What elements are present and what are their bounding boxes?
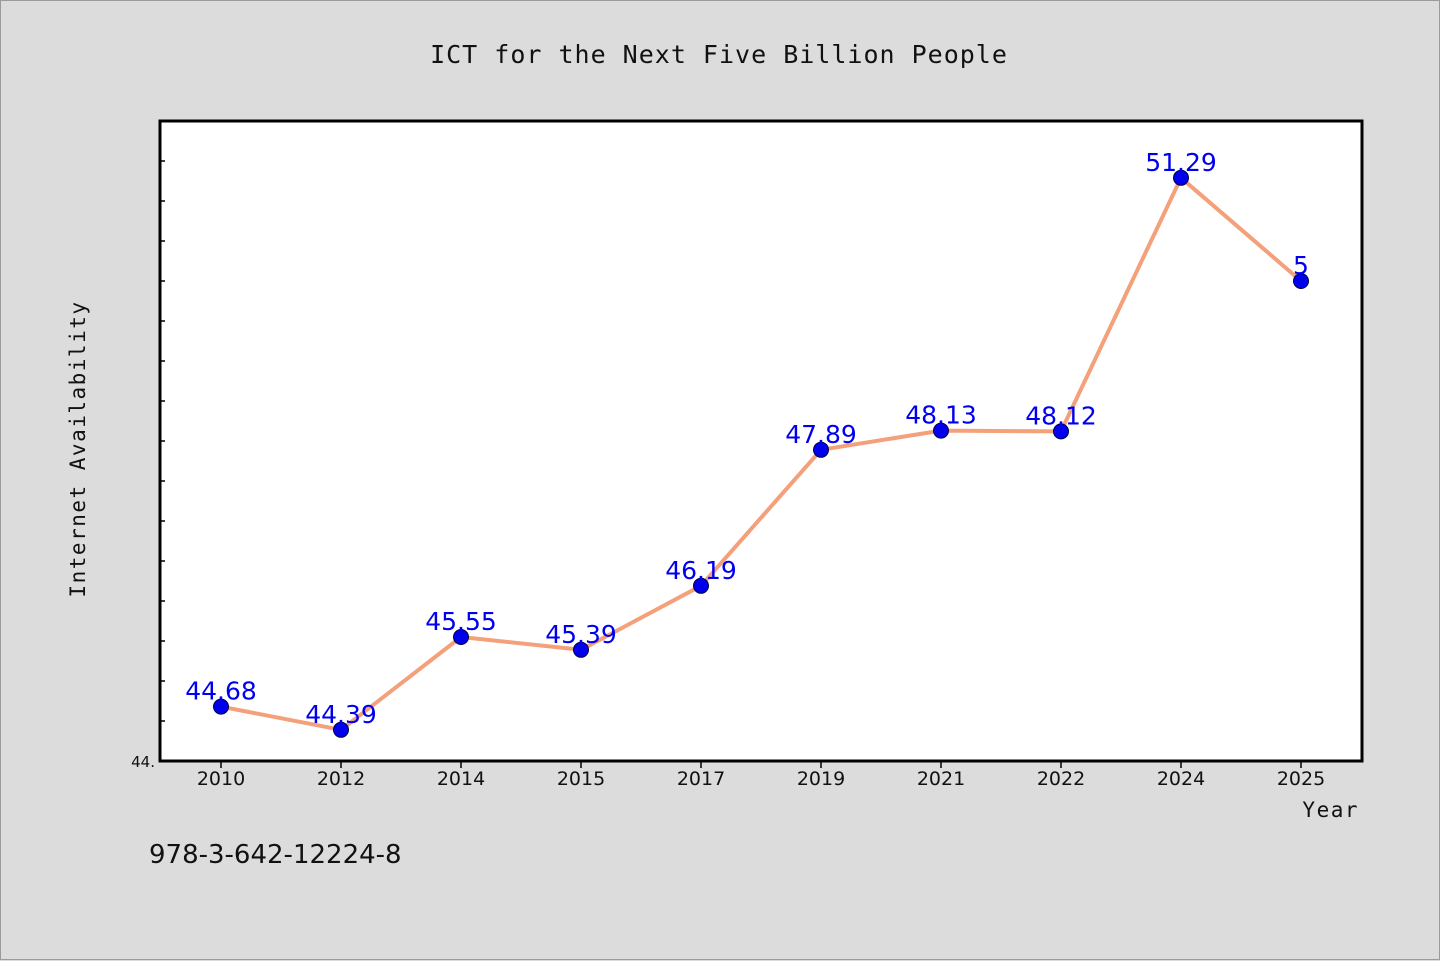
- x-tick-label: 2012: [317, 768, 365, 790]
- data-point-marker: [1293, 273, 1309, 289]
- data-point-label: 46.19: [665, 556, 737, 585]
- data-point-label: 45.55: [425, 607, 497, 636]
- data-point-marker: [213, 698, 229, 715]
- data-point-label: 44.68: [185, 677, 257, 706]
- y-axis-title: Internet Availability: [66, 300, 90, 597]
- series-markers: [213, 169, 1309, 738]
- data-point-label: 45.39: [545, 620, 617, 649]
- data-point-marker: [333, 721, 349, 738]
- x-tick-label: 2021: [917, 768, 965, 790]
- y-axis-min-label: 44.: [131, 753, 155, 771]
- x-tick-label: 2024: [1157, 768, 1205, 790]
- data-point-marker: [453, 629, 469, 645]
- x-axis-ticks: 2010 2012 2014 2015 2017 2019 2021 2022 2024 2025: [197, 761, 1325, 790]
- x-tick-label: 2022: [1037, 768, 1085, 790]
- isbn-footer: 978-3-642-12224-8: [149, 840, 402, 870]
- x-tick-label: 2014: [437, 768, 485, 790]
- data-point-label: 47.89: [785, 420, 857, 449]
- data-point-label: 51.29: [1145, 148, 1217, 177]
- data-point-marker: [1053, 423, 1069, 440]
- x-tick-label: 2010: [197, 768, 245, 790]
- data-point-marker: [573, 641, 589, 658]
- data-point-label: 5: [1293, 251, 1309, 280]
- x-tick-label: 2017: [677, 768, 725, 790]
- x-tick-label: 2015: [557, 768, 605, 790]
- y-axis-ticks: [160, 160, 165, 722]
- series-line: [220, 175, 1303, 732]
- data-labels: 44.68 44.39 45.55 45.39 46.19 47.89 48.13 48.12…: [185, 148, 1309, 729]
- x-tick-label: 2025: [1277, 768, 1325, 790]
- data-point-label: 44.39: [305, 700, 377, 729]
- x-axis-title: Year: [1302, 798, 1359, 822]
- chart-title: ICT for the Next Five Billion People: [430, 40, 1008, 69]
- plot-area: [158, 119, 1364, 763]
- x-tick-label: 2019: [797, 768, 845, 790]
- data-point-marker: [1173, 169, 1189, 186]
- data-point-marker: [813, 441, 829, 458]
- data-point-label: 48.12: [1025, 401, 1097, 430]
- data-point-label: 48.13: [905, 401, 977, 430]
- data-point-marker: [933, 422, 949, 439]
- data-point-marker: [693, 577, 709, 594]
